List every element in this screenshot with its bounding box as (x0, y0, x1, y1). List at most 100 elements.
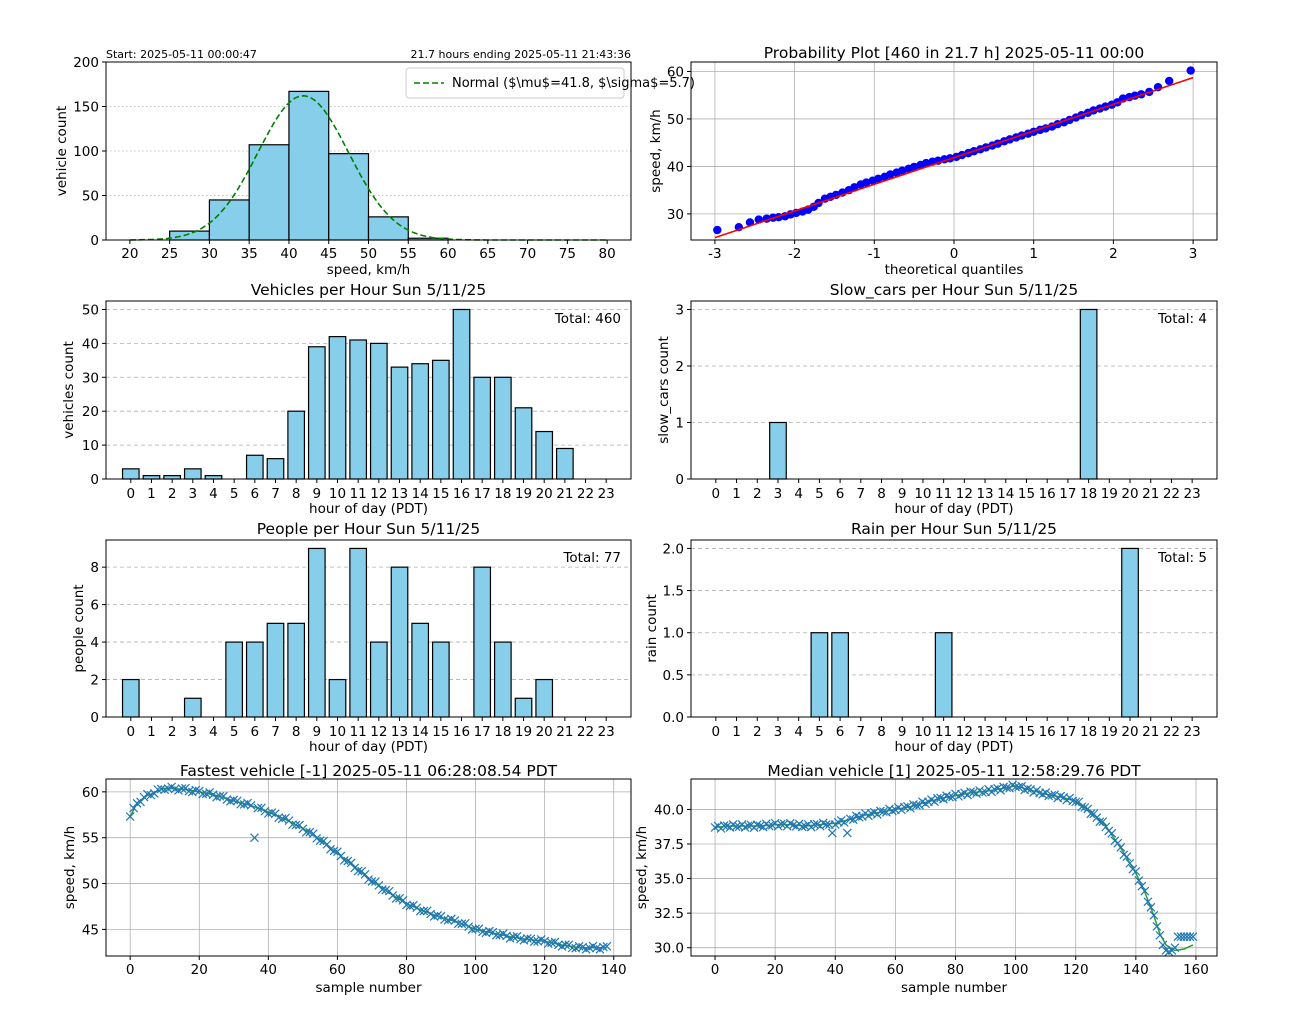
people-xtick-label: 14 (412, 724, 429, 740)
rain-bar (831, 632, 849, 718)
hist-bar (288, 90, 330, 241)
median-sample (1146, 902, 1156, 912)
fast-ytick-label: 60 (82, 785, 99, 801)
fast-sample (339, 855, 349, 865)
people-bar (287, 622, 306, 718)
normal-curve (129, 94, 608, 241)
rain-xtick-label: 21 (1142, 724, 1159, 740)
prob-point (886, 170, 895, 179)
people-ytick-label: 8 (90, 560, 99, 576)
vehicles-frame (105, 300, 632, 480)
people-xtick-label: 15 (432, 724, 449, 740)
vehicles-total: Total: 460 (554, 311, 621, 327)
fast-sample (381, 885, 391, 895)
median-sample (1107, 828, 1117, 838)
median-frame (690, 778, 1218, 957)
median-sample (1131, 866, 1141, 876)
prob-point (909, 162, 919, 172)
vehicles-ytick-label: 10 (82, 438, 99, 454)
median-sample (731, 822, 741, 832)
slowcars-xtick-label: 7 (857, 486, 866, 502)
slowcars-xtick-label: 20 (1121, 486, 1138, 502)
prob-ytick-label: 30 (667, 207, 684, 223)
median-sample (1140, 886, 1150, 896)
rain-ytick-label: 0.0 (663, 710, 684, 726)
fast-sample (529, 937, 539, 947)
median-xtick-label: 140 (1123, 962, 1149, 978)
fast-sample (522, 933, 532, 943)
people-xtick-label: 5 (230, 724, 239, 740)
fast-sample (143, 789, 152, 799)
fast-ytick-label: 45 (82, 922, 99, 938)
rain-xtick-label: 11 (935, 724, 952, 740)
slowcars-ytick-label: 0 (675, 472, 684, 488)
prob-point (862, 178, 871, 187)
fast-sample (277, 814, 287, 824)
fast-sample (598, 942, 608, 952)
median-sample (887, 806, 897, 816)
fast-sample (291, 820, 301, 830)
people-xtick-label: 18 (494, 724, 511, 740)
rain-xtick-label: 23 (1184, 724, 1201, 740)
median-xtick-label: 60 (887, 962, 904, 978)
rain-frame (690, 539, 1218, 718)
slowcars-xtick-label: 5 (815, 486, 824, 502)
fast-xlabel: sample number (315, 980, 422, 996)
vehicles-ytick-label: 30 (82, 370, 99, 386)
slowcars-frame (690, 300, 1218, 480)
median-ytick-label: 37.5 (654, 837, 684, 853)
median-xtick-label: 160 (1183, 962, 1209, 978)
rain-xtick-label: 7 (857, 724, 866, 740)
hist-ytick-label: 200 (73, 55, 99, 71)
slowcars-xtick-label: 3 (774, 486, 783, 502)
rain-ytick-label: 0.5 (663, 668, 684, 684)
vehicles-bar (452, 308, 471, 480)
hist-xtick-label: 65 (479, 246, 496, 262)
people-xtick-label: 22 (577, 724, 594, 740)
fast-sample (184, 786, 194, 796)
fast-sample (288, 820, 297, 830)
slowcars-bar (769, 421, 787, 480)
fast-frame (105, 778, 632, 957)
vehicles-bar (555, 447, 574, 480)
vehicles-bar (514, 407, 533, 480)
slowcars-ytick-label: 1 (675, 415, 684, 431)
prob-xtick-label: 2 (1109, 246, 1118, 262)
fast-sample (433, 910, 443, 920)
fast-sample (153, 785, 163, 794)
vehicles-bar (369, 342, 388, 480)
vehicles-bar (266, 458, 285, 480)
prob-xtick-label: 1 (1029, 246, 1038, 262)
fast-sample (457, 919, 467, 929)
slowcars-xtick-label: 19 (1101, 486, 1118, 502)
rain-ytick-label: 1.0 (663, 626, 684, 642)
median-sample (945, 792, 954, 802)
people-xtick-label: 13 (391, 724, 408, 740)
people-xtick-label: 7 (271, 724, 280, 740)
prob-xtick-label: -1 (868, 246, 881, 262)
fast-sample (509, 932, 518, 942)
people-bar (349, 547, 368, 718)
median-sample (1077, 802, 1087, 812)
median-xtick-label: 40 (827, 962, 844, 978)
slowcars-xtick-label: 17 (1059, 486, 1076, 502)
rain-xtick-label: 2 (753, 724, 762, 740)
slowcars-xtick-label: 4 (794, 486, 803, 502)
vehicles-ytick-label: 40 (82, 336, 99, 352)
fast-xtick-label: 100 (463, 962, 489, 978)
vehicles-bar (431, 359, 450, 480)
median-sample (1185, 932, 1195, 942)
prob-point (874, 174, 883, 183)
vehicles-xtick-label: 4 (209, 486, 218, 502)
vehicles-xtick-label: 23 (598, 486, 615, 502)
fast-sample (301, 827, 311, 837)
median-sample (1158, 940, 1168, 950)
people-xtick-label: 8 (292, 724, 301, 740)
slowcars-ytick-label: 3 (675, 302, 684, 318)
fast-sample (246, 800, 256, 810)
fast-sample (177, 784, 187, 793)
vehicles-title: Vehicles per Hour Sun 5/11/25 (251, 281, 487, 299)
prob-point (1164, 76, 1174, 86)
median-sample (1023, 784, 1033, 793)
vehicles-xtick-label: 20 (536, 486, 553, 502)
